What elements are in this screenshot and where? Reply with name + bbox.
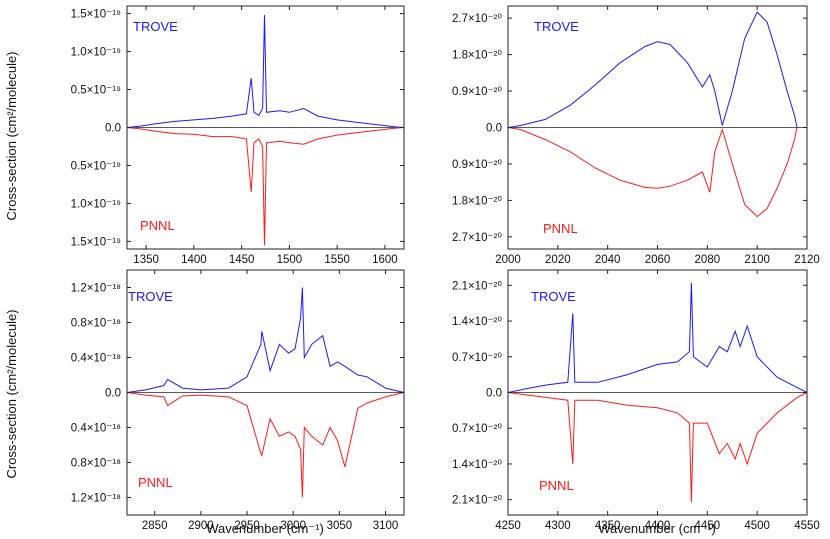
x-tick-label: 2040 (595, 254, 621, 266)
series-pnnl (507, 127, 798, 218)
x-tick-label: 2120 (794, 254, 820, 266)
y-tick-label: 1.8×10⁻²⁰ (452, 50, 502, 62)
x-tick-label: 1600 (372, 254, 398, 266)
y-tick-label: 0.0 (486, 388, 502, 400)
pnnl-label: PNNL (140, 218, 175, 233)
y-tick-label: 2.1×10⁻²⁰ (452, 280, 502, 292)
series-trove (126, 287, 405, 393)
x-axis-label: Wavenumber (cm⁻¹) (206, 521, 324, 536)
y-tick-label: 1.4×10⁻²⁰ (452, 459, 502, 471)
panel-bottom-right: TROVE PNNL Wavenumber (cm⁻¹) (507, 269, 808, 536)
x-tick-label: 2080 (695, 254, 721, 266)
x-tick-label: 4350 (595, 520, 621, 532)
chart-bottom-right: 2.1×10⁻²⁰ 1.4×10⁻²⁰ 0.7×10⁻²⁰ 0.0 0.7×10⁻²⁰ 1… (452, 270, 820, 532)
y-tick-label: 0.9×10⁻²⁰ (452, 86, 502, 98)
chart-bottom-left: 1.2×10⁻¹⁸ 0.8×10⁻¹⁸ 0.4×10⁻¹⁸ 0.0 0.4×10⁻¹⁸ 0… (71, 270, 405, 532)
y-tick-label: 1.5×10⁻¹⁹ (71, 236, 121, 248)
x-tick-label: 2900 (188, 520, 214, 532)
y-tick-label: 0.5×10⁻¹⁹ (71, 160, 121, 172)
pnnl-label: PNNL (539, 478, 574, 493)
shared-ylabel: Cross-section (cm²/molecule) (4, 309, 19, 478)
y-tick-label: 0.9×10⁻²⁰ (452, 159, 502, 171)
x-tick-label: 4400 (645, 520, 671, 532)
y-tick-label: 2.7×10⁻²⁰ (452, 13, 502, 25)
x-tick-label: 2020 (545, 254, 571, 266)
y-tick-label: 0.4×10⁻¹⁸ (71, 353, 121, 365)
trove-label: TROVE (133, 19, 178, 34)
y-tick-label: 0.5×10⁻¹⁹ (71, 85, 121, 97)
pnnl-label: PNNL (543, 221, 578, 236)
y-tick-label: 0.0 (105, 388, 121, 400)
series-pnnl (507, 392, 808, 503)
y-tick-label: 0.7×10⁻²⁰ (452, 423, 502, 435)
y-tick-label: 2.7×10⁻²⁰ (452, 232, 502, 244)
y-tick-label: 0.4×10⁻¹⁸ (71, 423, 121, 435)
series-trove (507, 11, 798, 128)
x-tick-label: 4250 (495, 520, 521, 532)
y-tick-label: 0.8×10⁻¹⁸ (71, 318, 121, 330)
pnnl-label: PNNL (138, 475, 173, 490)
x-tick-label: 2060 (645, 254, 671, 266)
x-tick-label: 4300 (545, 520, 571, 532)
y-tick-label: 1.5×10⁻¹⁹ (71, 9, 121, 21)
y-tick-label: 1.4×10⁻²⁰ (452, 316, 502, 328)
y-tick-label: 1.0×10⁻¹⁹ (71, 198, 121, 210)
x-tick-label: 4500 (744, 520, 770, 532)
y-tick-label: 0.8×10⁻¹⁸ (71, 458, 121, 470)
shared-ylabel: Cross-section (cm²/molecule) (4, 51, 19, 220)
y-tick-label: 0.7×10⁻²⁰ (452, 352, 502, 364)
y-tick-label: 0.0 (105, 123, 121, 135)
x-tick-label: 1550 (324, 254, 350, 266)
trove-label: TROVE (531, 289, 576, 304)
chart-top-left: 1.5×10⁻¹⁹ 1.0×10⁻¹⁹ 0.5×10⁻¹⁹ 0.0 0.5×10⁻¹⁹ 1… (71, 6, 405, 266)
x-tick-label: 2950 (234, 520, 260, 532)
series-trove (507, 282, 808, 393)
x-tick-label: 2000 (495, 254, 521, 266)
x-tick-label: 3000 (280, 520, 306, 532)
x-tick-label: 1450 (229, 254, 255, 266)
y-tick-label: 0.0 (486, 123, 502, 135)
series-pnnl (126, 127, 405, 246)
trove-label: TROVE (534, 19, 579, 34)
x-tick-label: 4550 (794, 520, 820, 532)
x-tick-label: 2100 (744, 254, 770, 266)
x-axis-label: Wavenumber (cm⁻¹) (598, 521, 716, 536)
y-tick-label: 2.1×10⁻²⁰ (452, 495, 502, 507)
series-trove (126, 15, 405, 128)
x-tick-label: 4450 (695, 520, 721, 532)
x-tick-label: 1350 (133, 254, 159, 266)
x-tick-label: 3100 (373, 520, 399, 532)
trove-label: TROVE (128, 289, 173, 304)
y-tick-label: 1.8×10⁻²⁰ (452, 195, 502, 207)
series-pnnl (126, 392, 405, 498)
x-tick-label: 3050 (327, 520, 353, 532)
x-tick-label: 2850 (142, 520, 168, 532)
panel-bottom-left: TROVE PNNL Wavenumber (cm⁻¹) (126, 269, 405, 536)
y-tick-label: 1.2×10⁻¹⁸ (71, 283, 121, 295)
y-tick-label: 1.0×10⁻¹⁹ (71, 47, 121, 59)
x-tick-label: 1400 (181, 254, 207, 266)
chart-top-right: 2.7×10⁻²⁰ 1.8×10⁻²⁰ 0.9×10⁻²⁰ 0.0 0.9×10⁻²⁰ 1… (452, 6, 820, 266)
x-tick-label: 1500 (277, 254, 303, 266)
y-tick-label: 1.2×10⁻¹⁸ (71, 493, 121, 505)
